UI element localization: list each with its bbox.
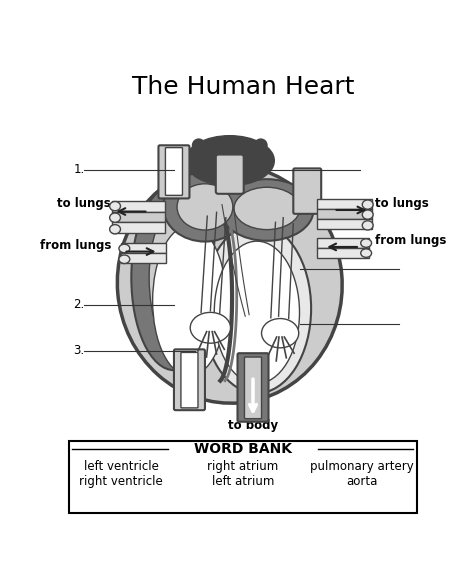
Ellipse shape: [177, 184, 233, 230]
FancyBboxPatch shape: [216, 155, 244, 194]
FancyBboxPatch shape: [165, 148, 182, 196]
Text: 6.: 6.: [289, 317, 300, 331]
Ellipse shape: [109, 201, 120, 211]
Ellipse shape: [361, 239, 372, 247]
Ellipse shape: [153, 226, 226, 376]
FancyBboxPatch shape: [158, 146, 190, 198]
FancyBboxPatch shape: [237, 353, 268, 422]
Ellipse shape: [362, 210, 373, 219]
Text: from lungs: from lungs: [375, 235, 447, 247]
FancyBboxPatch shape: [317, 248, 369, 258]
FancyBboxPatch shape: [317, 237, 369, 248]
Ellipse shape: [119, 255, 130, 264]
Ellipse shape: [361, 249, 372, 257]
FancyBboxPatch shape: [317, 199, 373, 209]
FancyBboxPatch shape: [317, 209, 373, 219]
Ellipse shape: [204, 139, 218, 152]
Text: right ventricle: right ventricle: [79, 475, 163, 488]
Ellipse shape: [214, 241, 300, 384]
Ellipse shape: [190, 313, 230, 343]
Ellipse shape: [192, 139, 206, 152]
Ellipse shape: [217, 139, 230, 152]
Text: pulmonary artery: pulmonary artery: [310, 460, 413, 473]
Text: The Human Heart: The Human Heart: [132, 74, 354, 99]
Ellipse shape: [185, 136, 274, 186]
Text: 5.: 5.: [289, 262, 300, 275]
FancyBboxPatch shape: [121, 253, 166, 263]
Text: 1.: 1.: [73, 164, 84, 176]
FancyBboxPatch shape: [69, 441, 417, 513]
Text: aorta: aorta: [346, 475, 377, 488]
Text: right atrium: right atrium: [207, 460, 279, 473]
Ellipse shape: [362, 200, 373, 209]
FancyBboxPatch shape: [293, 168, 321, 214]
Text: 4.: 4.: [259, 164, 271, 176]
Ellipse shape: [131, 185, 217, 370]
FancyBboxPatch shape: [317, 219, 373, 229]
Ellipse shape: [119, 244, 130, 253]
Text: left ventricle: left ventricle: [84, 460, 159, 473]
FancyBboxPatch shape: [174, 349, 205, 410]
Ellipse shape: [362, 221, 373, 230]
Ellipse shape: [149, 203, 210, 353]
Text: to lungs: to lungs: [57, 197, 111, 210]
Text: 3.: 3.: [73, 345, 84, 357]
Ellipse shape: [109, 225, 120, 234]
FancyBboxPatch shape: [112, 222, 164, 233]
Ellipse shape: [254, 139, 268, 152]
Ellipse shape: [117, 165, 342, 403]
Text: from lungs: from lungs: [40, 239, 111, 252]
FancyBboxPatch shape: [245, 357, 262, 418]
Ellipse shape: [262, 318, 299, 348]
Ellipse shape: [234, 187, 300, 230]
FancyBboxPatch shape: [112, 201, 164, 211]
Text: to body: to body: [228, 419, 278, 432]
Ellipse shape: [202, 224, 311, 393]
Text: left atrium: left atrium: [212, 475, 274, 488]
FancyBboxPatch shape: [121, 243, 166, 253]
Ellipse shape: [109, 213, 120, 222]
Ellipse shape: [229, 139, 243, 152]
Ellipse shape: [241, 139, 255, 152]
Ellipse shape: [220, 179, 313, 241]
Ellipse shape: [163, 172, 247, 242]
Text: to lungs: to lungs: [375, 197, 429, 210]
FancyBboxPatch shape: [181, 353, 198, 408]
Text: WORD BANK: WORD BANK: [194, 442, 292, 456]
FancyBboxPatch shape: [112, 211, 164, 222]
Text: 2.: 2.: [73, 298, 84, 311]
